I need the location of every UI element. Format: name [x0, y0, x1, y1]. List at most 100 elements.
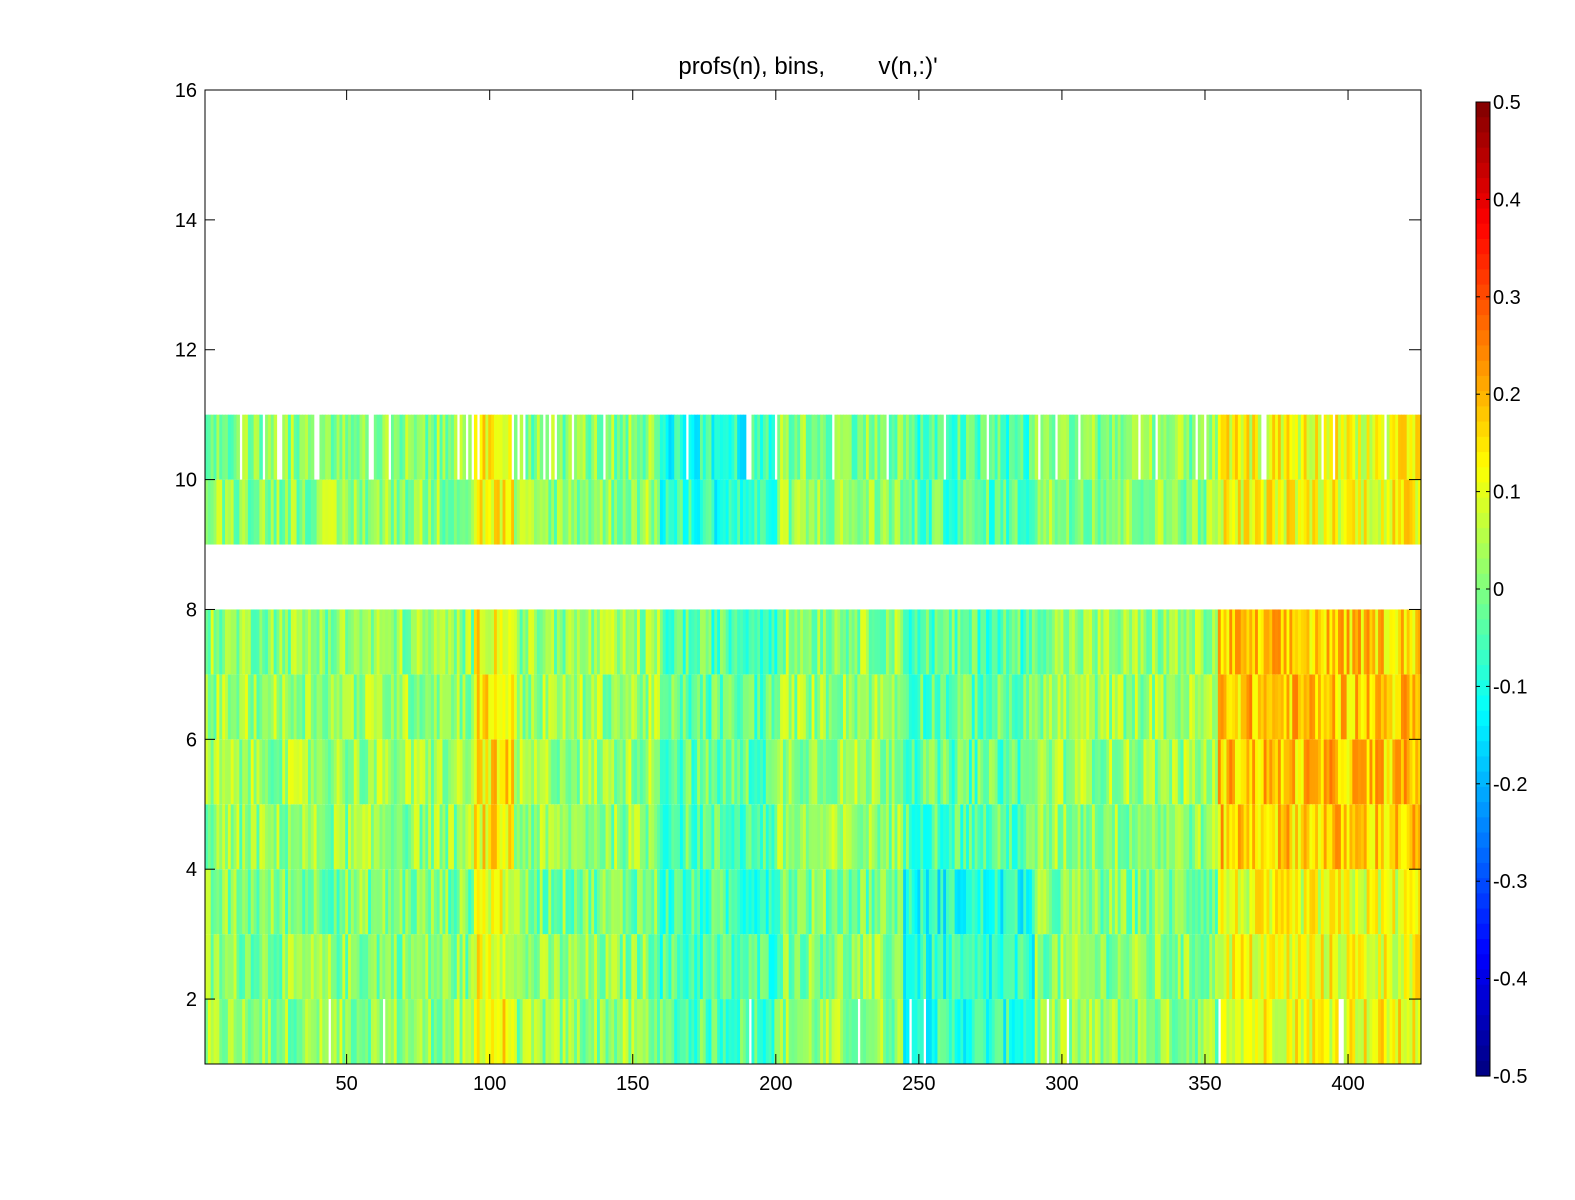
heatmap-cell	[897, 739, 901, 805]
heatmap-cell	[997, 479, 1002, 545]
heatmap-cell	[239, 609, 243, 675]
heatmap-cell	[1069, 739, 1073, 805]
heatmap-cell	[823, 739, 827, 805]
heatmap-cell	[857, 479, 861, 545]
heatmap-cell	[1326, 609, 1331, 675]
heatmap-cell	[350, 414, 355, 480]
heatmap-cell	[645, 674, 650, 740]
heatmap-cell	[1340, 804, 1345, 870]
heatmap-cell	[402, 609, 406, 675]
heatmap-cell	[865, 479, 870, 545]
heatmap-cell	[868, 999, 873, 1064]
heatmap-cell	[1269, 934, 1273, 1000]
heatmap-cell	[805, 479, 810, 545]
heatmap-cell	[1217, 934, 1222, 1000]
heatmap-cell	[508, 674, 512, 740]
heatmap-plot-area	[205, 414, 1422, 1064]
heatmap-cell	[216, 869, 220, 935]
heatmap-cell	[1126, 739, 1130, 805]
heatmap-cell	[259, 934, 263, 1000]
heatmap-cell	[508, 869, 512, 935]
heatmap-cell	[1320, 934, 1325, 1000]
heatmap-cell	[1255, 804, 1259, 870]
heatmap-cell	[765, 934, 770, 1000]
heatmap-cell	[777, 479, 781, 545]
heatmap-cell	[994, 609, 999, 675]
heatmap-cell	[1163, 674, 1167, 740]
heatmap-cell	[1237, 479, 1242, 545]
heatmap-cell	[562, 999, 567, 1064]
heatmap-cell	[825, 934, 830, 1000]
heatmap-cell	[382, 804, 386, 870]
heatmap-cell	[625, 609, 630, 675]
heatmap-cell	[1129, 479, 1133, 545]
heatmap-cell	[654, 999, 658, 1064]
heatmap-cell	[1363, 479, 1368, 545]
heatmap-cell	[677, 609, 681, 675]
heatmap-cell	[685, 479, 690, 545]
colorbar-swatch	[1476, 406, 1490, 423]
heatmap-cell	[657, 609, 661, 675]
colorbar-swatch	[1476, 375, 1490, 392]
heatmap-cell	[659, 479, 664, 545]
heatmap-cell	[1277, 869, 1282, 935]
heatmap-cell	[946, 869, 950, 935]
heatmap-cell	[894, 869, 898, 935]
heatmap-cell	[1289, 609, 1293, 675]
heatmap-cell	[1194, 999, 1199, 1064]
heatmap-cell	[951, 609, 956, 675]
heatmap-cell	[734, 609, 738, 675]
heatmap-cell	[536, 414, 541, 480]
heatmap-cell	[720, 804, 724, 870]
heatmap-cell	[308, 934, 312, 1000]
heatmap-cell	[1332, 739, 1336, 805]
heatmap-cell	[665, 414, 670, 480]
heatmap-cell	[285, 934, 289, 1000]
heatmap-cell	[1154, 479, 1159, 545]
heatmap-cell	[820, 739, 824, 805]
heatmap-cell	[717, 804, 721, 870]
heatmap-cell	[771, 609, 775, 675]
heatmap-cell	[1091, 414, 1096, 480]
heatmap-cell	[608, 609, 612, 675]
heatmap-cell	[1217, 869, 1222, 935]
heatmap-cell	[814, 414, 818, 480]
heatmap-cell	[213, 674, 218, 740]
heatmap-cell	[1295, 414, 1299, 480]
heatmap-cell	[957, 999, 961, 1064]
heatmap-cell	[1375, 414, 1379, 480]
heatmap-cell	[333, 609, 338, 675]
heatmap-cell	[548, 479, 552, 545]
heatmap-cell	[1160, 934, 1165, 1000]
heatmap-cell	[365, 804, 369, 870]
heatmap-cell	[874, 674, 878, 740]
heatmap-cell	[388, 999, 392, 1064]
heatmap-cell	[242, 479, 246, 545]
heatmap-cell	[1406, 934, 1411, 1000]
heatmap-cell	[373, 414, 378, 480]
heatmap-cell	[330, 999, 335, 1064]
heatmap-cell	[302, 739, 306, 805]
heatmap-cell	[963, 869, 967, 935]
heatmap-cell	[1189, 674, 1193, 740]
heatmap-cell	[917, 869, 921, 935]
heatmap-cell	[330, 674, 335, 740]
heatmap-cell	[1046, 934, 1050, 1000]
heatmap-cell	[1126, 934, 1130, 1000]
heatmap-cell	[837, 869, 841, 935]
heatmap-cell	[562, 804, 567, 870]
heatmap-cell	[1409, 739, 1414, 805]
heatmap-cell	[1395, 804, 1399, 870]
heatmap-cell	[1378, 999, 1382, 1064]
heatmap-cell	[688, 999, 692, 1064]
heatmap-cell	[745, 999, 750, 1064]
heatmap-cell	[1289, 869, 1293, 935]
heatmap-cell	[617, 999, 621, 1064]
heatmap-cell	[777, 934, 781, 1000]
heatmap-cell	[373, 674, 378, 740]
heatmap-cell	[493, 869, 498, 935]
heatmap-cell	[937, 934, 941, 1000]
heatmap-cell	[485, 674, 489, 740]
heatmap-cell	[628, 804, 632, 870]
heatmap-cell	[1329, 609, 1333, 675]
